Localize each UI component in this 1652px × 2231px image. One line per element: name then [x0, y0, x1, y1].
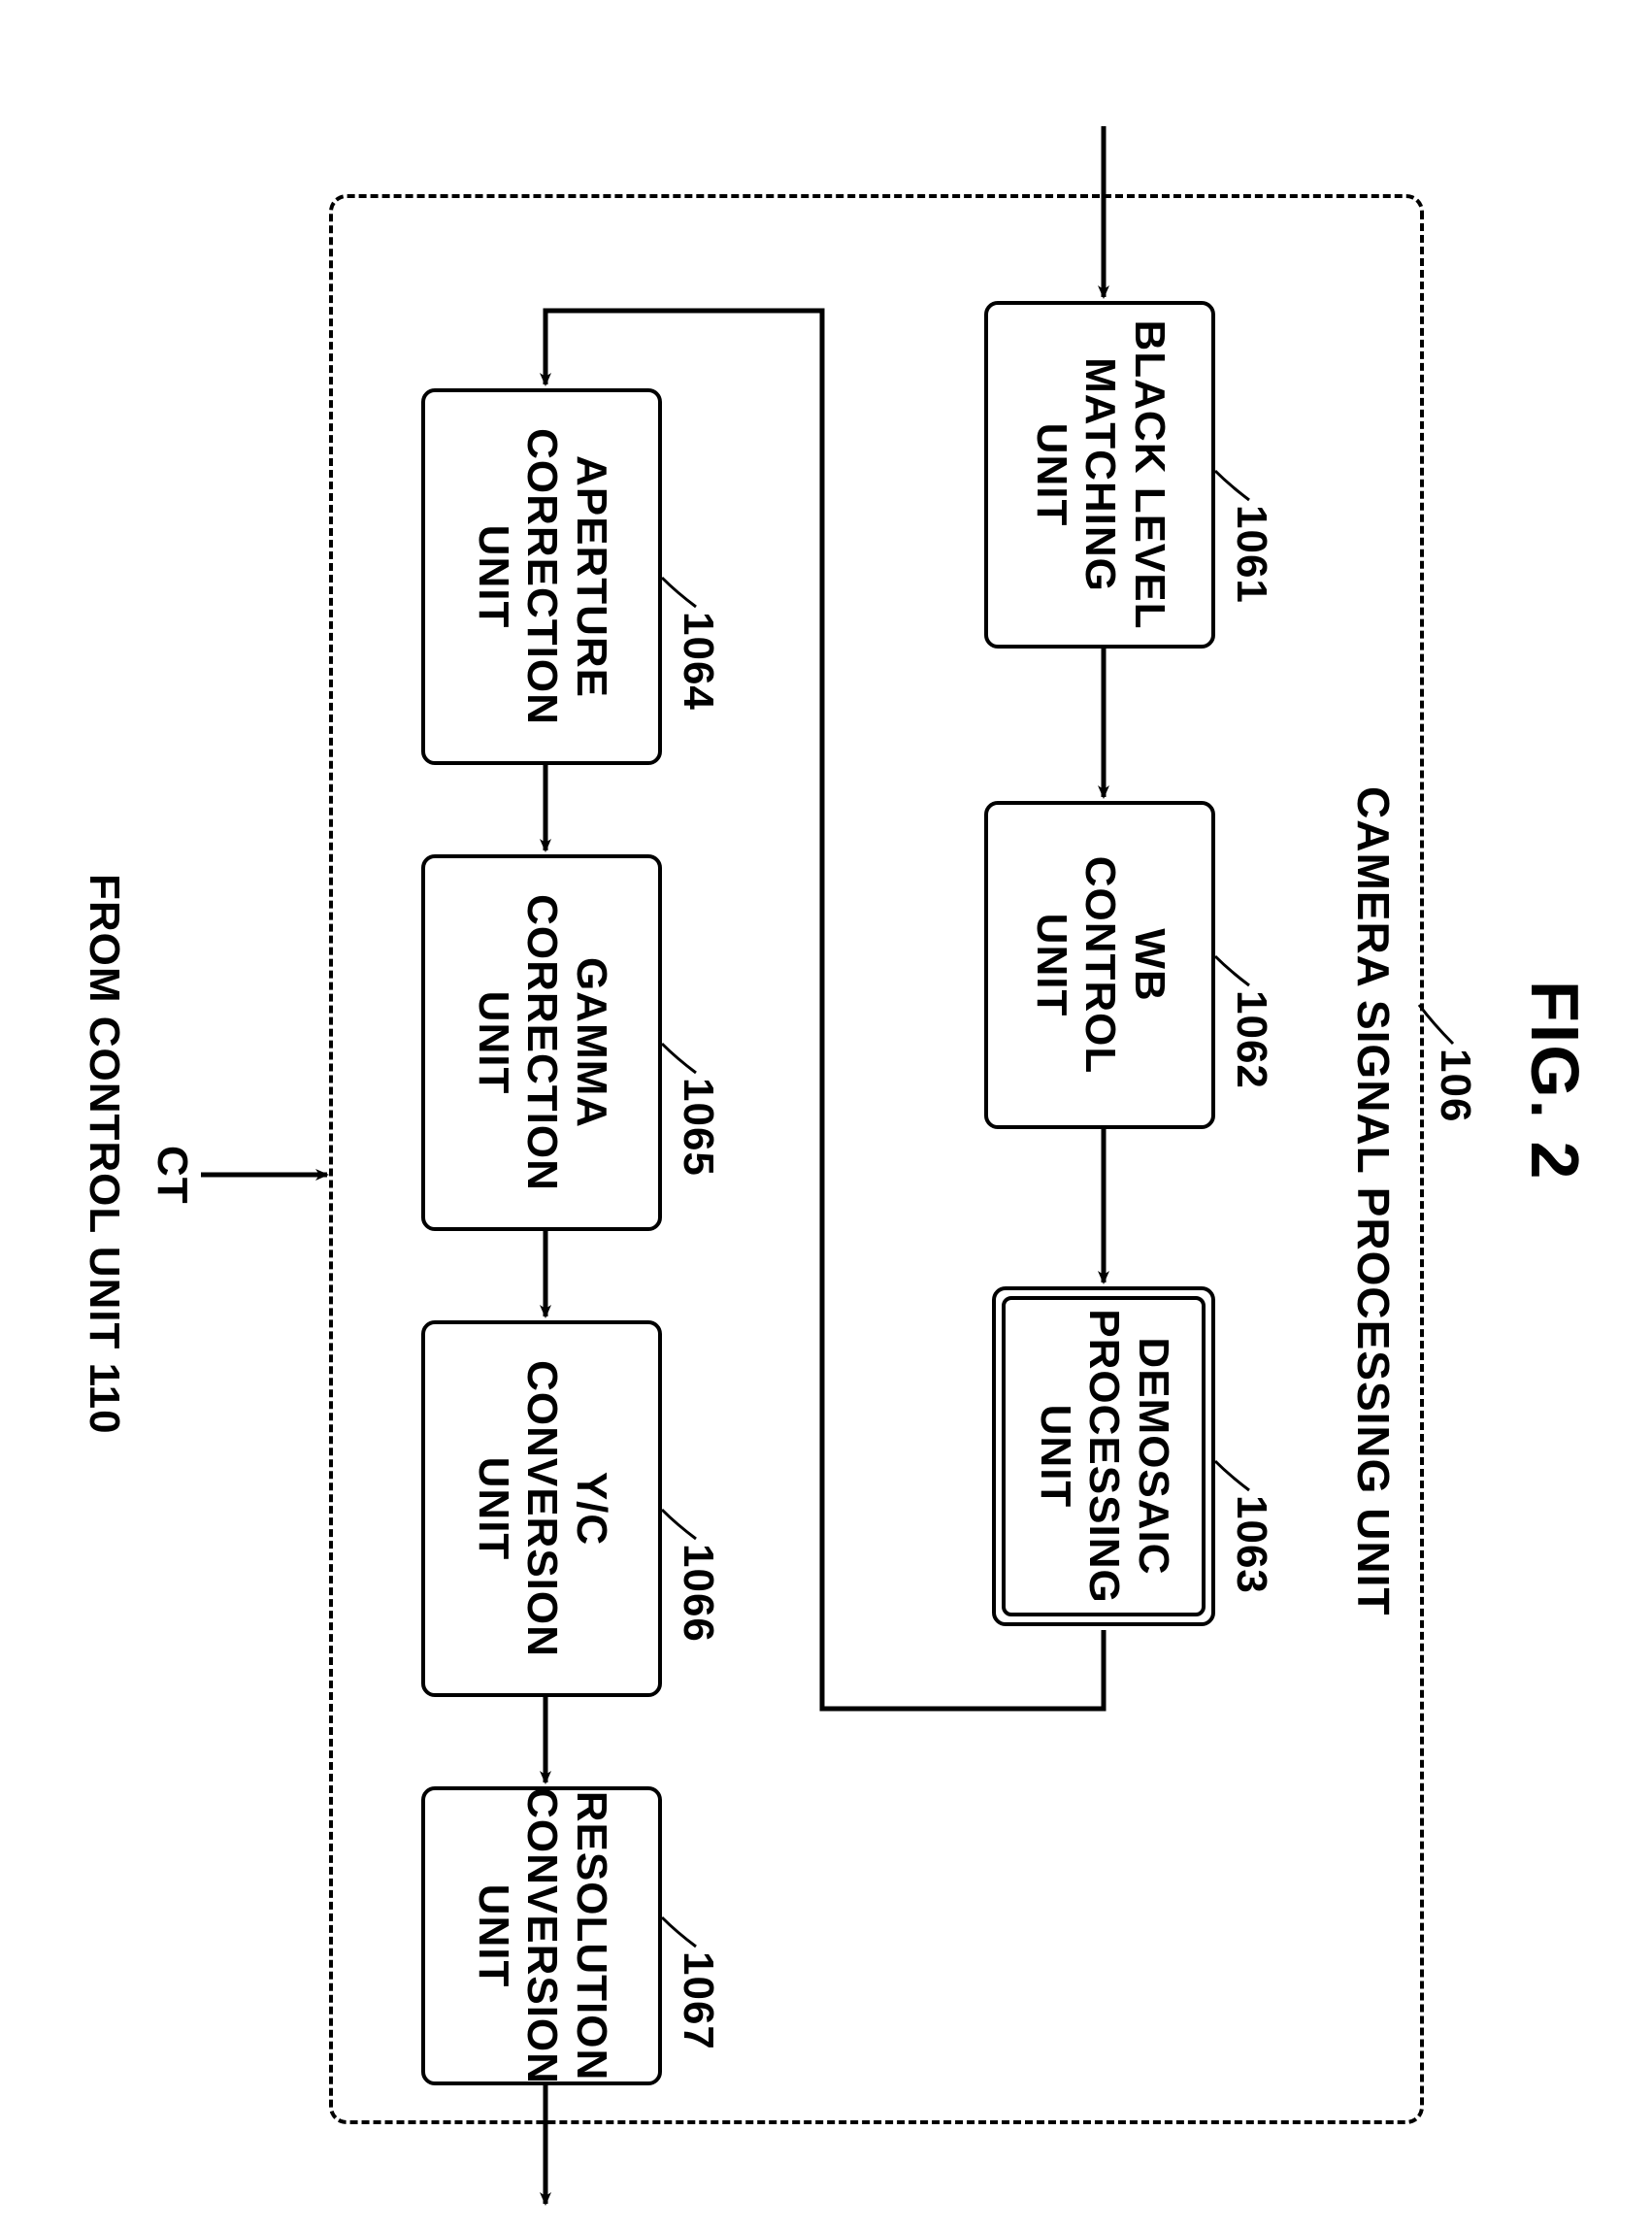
- aperture-correction-unit: APERTURE CORRECTION UNIT: [421, 388, 662, 765]
- wb-control-unit: WB CONTROL UNIT: [984, 801, 1215, 1129]
- block-1061-label: BLACK LEVEL MATCHING UNIT: [1026, 320, 1173, 630]
- rotated-stage: FIG. 2 CAMERA SIGNAL PROCESSING UNIT 106…: [0, 0, 1652, 2231]
- processing-unit-title: CAMERA SIGNAL PROCESSING UNIT: [1347, 786, 1400, 1616]
- ref-1062: 1062: [1227, 990, 1275, 1089]
- yc-conversion-unit: Y/C CONVERSION UNIT: [421, 1320, 662, 1697]
- block-1066-label: Y/C CONVERSION UNIT: [468, 1360, 615, 1657]
- ref-1064: 1064: [674, 612, 722, 711]
- block-1062-label: WB CONTROL UNIT: [1026, 856, 1173, 1075]
- black-level-matching-unit: BLACK LEVEL MATCHING UNIT: [984, 301, 1215, 649]
- demosaic-processing-unit: DEMOSAIC PROCESSING UNIT: [992, 1286, 1215, 1626]
- ref-1063: 1063: [1227, 1495, 1275, 1594]
- block-1067-label: RESOLUTION CONVERSION UNIT: [468, 1787, 615, 2084]
- gamma-correction-unit: GAMMA CORRECTION UNIT: [421, 854, 662, 1231]
- ref-1061: 1061: [1227, 505, 1275, 604]
- ref-1067: 1067: [674, 1951, 722, 2050]
- demosaic-inner-border: DEMOSAIC PROCESSING UNIT: [1002, 1296, 1206, 1616]
- figure-title: FIG. 2: [1516, 981, 1594, 1181]
- ref-106: 106: [1431, 1049, 1479, 1122]
- block-1065-label: GAMMA CORRECTION UNIT: [468, 894, 615, 1191]
- from-control-label: FROM CONTROL UNIT 110: [80, 874, 128, 1435]
- block-1063-label: DEMOSAIC PROCESSING UNIT: [1030, 1309, 1177, 1603]
- ct-label: CT: [148, 1146, 196, 1205]
- ref-1065: 1065: [674, 1078, 722, 1177]
- resolution-conversion-unit: RESOLUTION CONVERSION UNIT: [421, 1786, 662, 2085]
- block-1064-label: APERTURE CORRECTION UNIT: [468, 428, 615, 725]
- ref-1066: 1066: [674, 1544, 722, 1643]
